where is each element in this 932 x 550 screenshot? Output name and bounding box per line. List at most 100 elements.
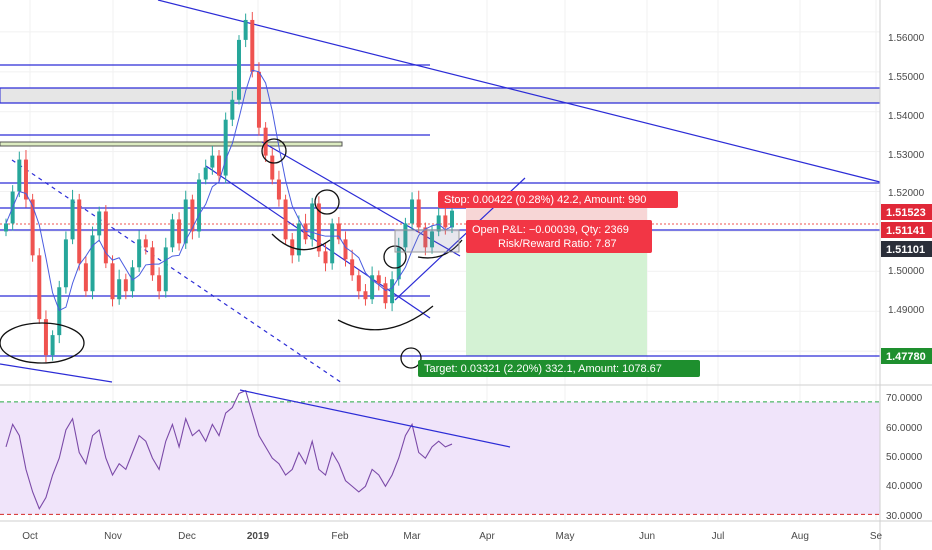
- annotation-ellipse-4: [400, 347, 422, 369]
- candle-body-51: [343, 239, 348, 260]
- candle-body-36: [243, 19, 248, 40]
- candle-body-44: [296, 223, 301, 256]
- candle-body-16: [110, 263, 115, 300]
- candle-body-35: [236, 39, 241, 100]
- candle-body-56: [376, 275, 381, 284]
- last-price-badge: 1.51523: [886, 207, 926, 219]
- candle-body-59: [396, 247, 401, 280]
- candle-body-23: [157, 275, 162, 292]
- stop-label: Stop: 0.00422 (0.28%) 42.2, Amount: 990: [444, 194, 646, 206]
- rsi-tick-0: 70.0000: [886, 393, 923, 404]
- candle-body-42: [283, 199, 288, 240]
- candle-body-57: [383, 283, 388, 304]
- selection-box: [394, 229, 460, 253]
- candle-body-41: [276, 179, 281, 200]
- candle-body-32: [217, 155, 222, 176]
- candle-body-10: [70, 199, 75, 240]
- candle-body-17: [117, 279, 122, 300]
- candle-body-4: [30, 199, 35, 256]
- candle-body-31: [210, 155, 215, 168]
- time-tick-1: Nov: [104, 531, 122, 542]
- trend-line-4: [0, 363, 113, 383]
- candle-body-0: [4, 223, 8, 232]
- rsi-tick-4: 30.0000: [886, 511, 923, 522]
- time-tick-11: Se: [870, 531, 883, 542]
- candle-body-60: [403, 223, 408, 248]
- candle-body-28: [190, 199, 195, 232]
- time-tick-10: Aug: [791, 531, 809, 542]
- candle-body-66: [443, 215, 448, 228]
- target-label: Target: 0.03321 (2.20%) 332.1, Amount: 1…: [424, 363, 662, 375]
- candle-body-5: [37, 255, 42, 320]
- price-tick-8: 1.50000: [888, 266, 925, 277]
- candle-body-54: [363, 291, 368, 300]
- rsi-trend-line: [239, 389, 511, 448]
- target-price-badge: 1.47780: [886, 351, 926, 363]
- candle-body-6: [43, 319, 48, 356]
- candle-body-7: [50, 335, 55, 356]
- entry-price-badge-bg: [881, 222, 932, 238]
- stop-price-badge-bg: [881, 241, 932, 257]
- candle-body-12: [83, 263, 88, 292]
- time-tick-4: Feb: [331, 531, 349, 542]
- price-tick-4: 1.52000: [888, 188, 925, 199]
- annotation-curve-0: [271, 233, 331, 251]
- support-band: [0, 141, 343, 147]
- target-price-badge-bg: [881, 348, 932, 364]
- candle-body-2: [17, 159, 22, 192]
- candle-body-38: [256, 71, 261, 128]
- candle-body-40: [270, 155, 275, 180]
- candle-body-11: [77, 199, 82, 264]
- candle-body-63: [423, 227, 428, 248]
- price-tick-9: 1.49000: [888, 305, 925, 316]
- annotation-ellipse-0: [0, 322, 85, 364]
- time-tick-2: Dec: [178, 531, 196, 542]
- candle-body-46: [310, 203, 315, 240]
- candle-body-55: [370, 275, 375, 300]
- candle-body-67: [450, 210, 454, 228]
- candle-body-33: [223, 119, 228, 176]
- annotation-curve-1: [337, 305, 434, 331]
- candle-body-29: [197, 179, 202, 232]
- pnl-label: Open P&L: −0.00039, Qty: 2369: [472, 224, 629, 236]
- candle-body-48: [323, 251, 328, 264]
- candle-body-9: [63, 239, 68, 288]
- candle-body-27: [183, 199, 188, 244]
- candle-body-8: [57, 287, 62, 336]
- candle-body-14: [97, 211, 102, 236]
- time-tick-8: Jun: [639, 531, 655, 542]
- rsi-tick-1: 60.0000: [886, 423, 923, 434]
- candle-body-65: [436, 215, 441, 232]
- candle-body-25: [170, 219, 175, 248]
- candle-body-15: [103, 211, 108, 264]
- time-tick-9: Jul: [712, 531, 725, 542]
- rr-label: Risk/Reward Ratio: 7.87: [498, 238, 617, 250]
- candle-body-50: [336, 223, 341, 240]
- stop-price-badge: 1.51101: [886, 244, 925, 256]
- time-tick-7: May: [556, 531, 575, 542]
- annotation-ellipse-2: [314, 189, 340, 215]
- trend-line-0: [157, 0, 881, 183]
- candle-body-18: [123, 279, 128, 292]
- trend-line-3: [11, 159, 343, 384]
- candle-body-24: [163, 247, 168, 292]
- candle-body-34: [230, 99, 235, 120]
- time-tick-3: 2019: [247, 531, 270, 542]
- entry-price-badge: 1.51141: [886, 225, 925, 237]
- last-price-badge-bg: [881, 204, 932, 220]
- candle-body-53: [356, 275, 361, 292]
- candle-body-26: [177, 219, 182, 244]
- candle-body-13: [90, 235, 95, 292]
- price-tick-2: 1.54000: [888, 111, 925, 122]
- candle-body-62: [416, 199, 421, 228]
- price-tick-0: 1.56000: [888, 33, 925, 44]
- time-tick-6: Apr: [479, 531, 495, 542]
- time-tick-5: Mar: [403, 531, 421, 542]
- candle-body-64: [430, 231, 435, 248]
- annotation-ellipse-1: [261, 138, 287, 164]
- candle-body-52: [350, 259, 355, 276]
- candle-body-20: [137, 239, 142, 268]
- candle-body-49: [330, 223, 335, 264]
